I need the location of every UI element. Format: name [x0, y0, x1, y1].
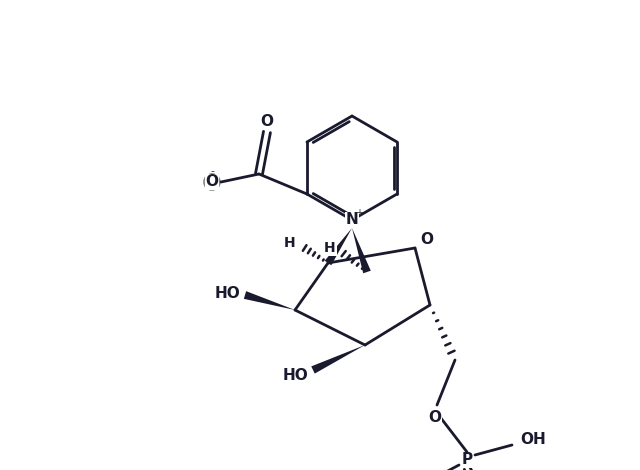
Text: O: O — [205, 174, 218, 189]
Text: H: H — [284, 236, 296, 250]
Text: O: O — [420, 233, 433, 248]
Polygon shape — [324, 228, 352, 265]
Polygon shape — [311, 345, 365, 374]
Text: OH: OH — [520, 432, 546, 447]
Text: HO: HO — [282, 368, 308, 383]
Text: +: + — [355, 208, 363, 218]
Text: H: H — [324, 241, 336, 255]
Text: O: O — [429, 409, 442, 424]
Text: N: N — [346, 212, 358, 227]
Text: O: O — [260, 115, 273, 130]
Polygon shape — [352, 228, 371, 273]
Text: HO: HO — [214, 285, 240, 300]
Polygon shape — [244, 291, 295, 310]
Text: P: P — [461, 453, 472, 468]
Text: -: - — [210, 166, 214, 176]
